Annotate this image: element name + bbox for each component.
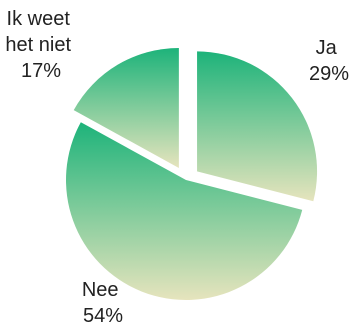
pie-slice-ik-weet-het-niet (73, 47, 179, 168)
slice-label-nee-percent: 54% (83, 305, 123, 327)
pie-slice-ja (197, 51, 318, 202)
slice-label-ja-name: Ja (316, 37, 338, 59)
slice-label-nee: Nee 54% (82, 279, 124, 327)
slice-label-ja: Ja 29% (309, 37, 349, 85)
slice-label-ik-weet-het-niet-line1: Ik weet (7, 8, 71, 30)
slice-label-ik-weet-het-niet-percent: 17% (21, 60, 61, 82)
slice-label-ik-weet-het-niet: Ik weet het niet 17% (5, 8, 76, 82)
slice-label-ja-percent: 29% (309, 63, 349, 85)
slice-label-nee-name: Nee (82, 279, 119, 301)
slice-label-ik-weet-het-niet-line2: het niet (5, 34, 71, 56)
pie-slice-nee (66, 122, 303, 300)
